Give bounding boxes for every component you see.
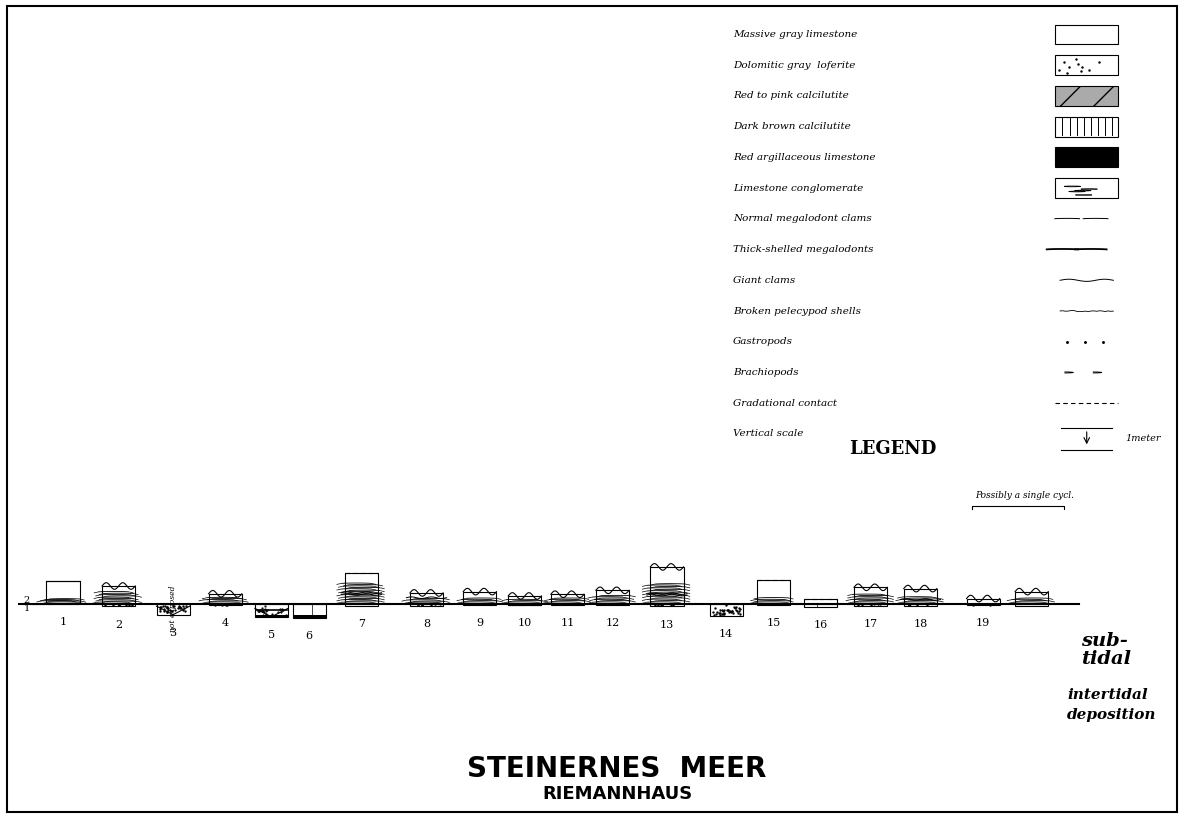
Bar bbox=[344, 604, 377, 606]
Text: Gastropods: Gastropods bbox=[734, 337, 793, 346]
Text: 17: 17 bbox=[864, 619, 877, 629]
Bar bbox=[1055, 86, 1118, 106]
Text: 15: 15 bbox=[767, 619, 781, 628]
Bar bbox=[710, 604, 743, 616]
Bar bbox=[209, 604, 242, 605]
Bar bbox=[46, 581, 80, 604]
Text: Broken pelecypod shells: Broken pelecypod shells bbox=[734, 307, 862, 316]
Text: 18: 18 bbox=[913, 619, 927, 629]
Bar bbox=[209, 594, 242, 604]
Bar bbox=[102, 586, 135, 604]
Text: not exposed: not exposed bbox=[169, 586, 177, 632]
Text: 12: 12 bbox=[605, 619, 620, 628]
Text: deposition: deposition bbox=[1067, 708, 1156, 722]
Text: Dark brown calcilutite: Dark brown calcilutite bbox=[734, 122, 851, 131]
Text: sub-: sub- bbox=[1081, 632, 1129, 650]
Text: Possibly a single cycl.: Possibly a single cycl. bbox=[975, 491, 1074, 500]
Bar bbox=[344, 573, 377, 604]
Bar bbox=[1055, 24, 1118, 44]
Bar bbox=[508, 604, 541, 605]
Bar bbox=[1055, 148, 1118, 167]
Bar bbox=[1055, 55, 1118, 75]
Bar bbox=[805, 604, 838, 607]
Text: Massive gray limestone: Massive gray limestone bbox=[734, 30, 857, 39]
Bar bbox=[102, 604, 135, 606]
Bar bbox=[805, 599, 838, 604]
Bar bbox=[293, 604, 326, 618]
Bar bbox=[853, 588, 887, 604]
Text: 19: 19 bbox=[976, 619, 990, 628]
Text: Giant clams: Giant clams bbox=[734, 276, 795, 285]
Text: 11: 11 bbox=[560, 619, 575, 628]
Text: Brachiopods: Brachiopods bbox=[734, 368, 799, 377]
Bar bbox=[255, 604, 288, 617]
Bar bbox=[1055, 178, 1118, 198]
Bar bbox=[903, 588, 937, 604]
Text: 10: 10 bbox=[518, 619, 532, 628]
Text: Gradational contact: Gradational contact bbox=[734, 399, 837, 408]
Text: Vertical scale: Vertical scale bbox=[734, 429, 804, 438]
Bar bbox=[903, 604, 937, 605]
Text: 7: 7 bbox=[358, 619, 364, 629]
Bar bbox=[463, 604, 496, 605]
Bar bbox=[853, 604, 887, 605]
Bar bbox=[596, 604, 629, 605]
Text: intertidal: intertidal bbox=[1067, 689, 1148, 703]
Text: 9: 9 bbox=[476, 619, 483, 628]
Text: Red argillaceous limestone: Red argillaceous limestone bbox=[734, 153, 876, 162]
Text: 6: 6 bbox=[306, 631, 313, 641]
Bar bbox=[508, 596, 541, 604]
Text: tidal: tidal bbox=[1081, 650, 1131, 668]
Text: 4: 4 bbox=[222, 619, 229, 628]
Bar bbox=[463, 592, 496, 604]
Text: 1: 1 bbox=[59, 617, 66, 627]
Text: LEGEND: LEGEND bbox=[850, 441, 937, 459]
Text: Dolomitic gray  loferite: Dolomitic gray loferite bbox=[734, 60, 856, 69]
Text: 8: 8 bbox=[423, 619, 430, 629]
Bar bbox=[1055, 117, 1118, 136]
Text: Limestone conglomerate: Limestone conglomerate bbox=[734, 184, 863, 193]
Bar bbox=[410, 604, 443, 605]
Text: 5: 5 bbox=[268, 630, 275, 640]
Bar bbox=[966, 604, 999, 605]
Text: STEINERNES  MEER: STEINERNES MEER bbox=[468, 756, 767, 783]
Bar bbox=[508, 604, 541, 605]
Text: 14: 14 bbox=[719, 629, 734, 639]
Bar bbox=[1015, 592, 1048, 604]
Text: Red to pink calcilutite: Red to pink calcilutite bbox=[734, 91, 849, 100]
Text: 2: 2 bbox=[115, 619, 122, 630]
Bar bbox=[596, 590, 629, 604]
Text: 1meter: 1meter bbox=[1125, 433, 1161, 442]
Bar bbox=[757, 580, 791, 604]
Text: 2: 2 bbox=[24, 596, 30, 605]
Text: 3: 3 bbox=[170, 628, 177, 638]
Text: 13: 13 bbox=[660, 619, 674, 630]
Bar bbox=[1015, 604, 1048, 605]
Bar bbox=[157, 604, 190, 614]
Text: Normal megalodont clams: Normal megalodont clams bbox=[734, 215, 872, 224]
Bar bbox=[293, 615, 326, 618]
Bar bbox=[650, 604, 684, 606]
Bar bbox=[255, 615, 288, 617]
Bar bbox=[650, 567, 684, 604]
Bar bbox=[410, 593, 443, 604]
Text: 1: 1 bbox=[24, 604, 30, 613]
Text: 16: 16 bbox=[814, 620, 829, 631]
Bar bbox=[966, 599, 999, 604]
Bar bbox=[551, 604, 584, 605]
Bar bbox=[551, 594, 584, 604]
Text: Thick-shelled megalodonts: Thick-shelled megalodonts bbox=[734, 245, 874, 254]
Bar bbox=[757, 604, 791, 605]
Text: RIEMANNHAUS: RIEMANNHAUS bbox=[542, 784, 692, 802]
